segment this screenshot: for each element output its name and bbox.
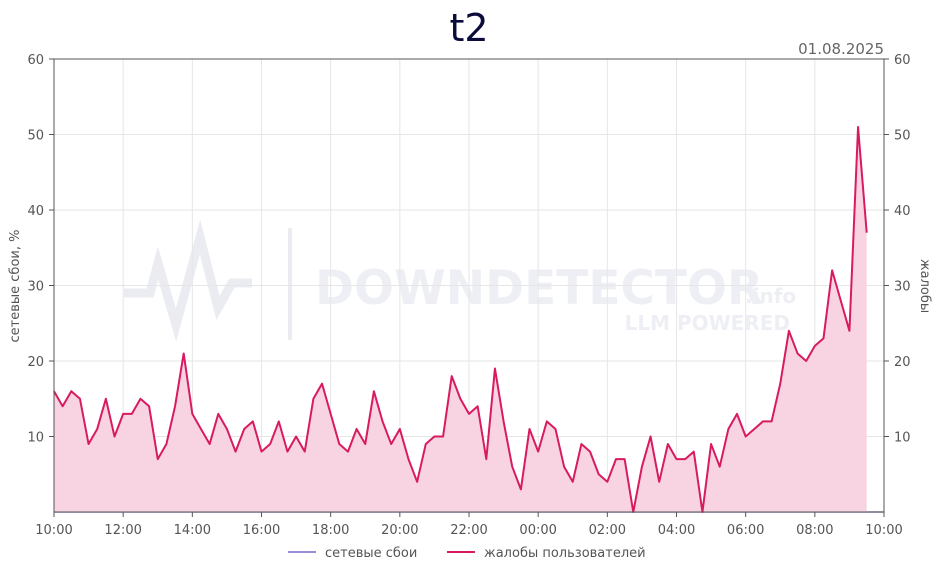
y-tick-label-right: 60 [894, 53, 911, 68]
y-tick-label-right: 50 [894, 129, 911, 144]
y-tick-label-right: 40 [894, 204, 911, 219]
y-axis-left: 10 20 30 40 50 60 [27, 53, 54, 446]
chart-date: 01.08.2025 [798, 40, 884, 58]
y-axis-right: 10 20 30 40 50 60 [884, 53, 911, 446]
watermark-pulse-icon [124, 219, 252, 342]
x-tick-label: 18:00 [312, 523, 349, 538]
y-tick-label-left: 60 [27, 53, 44, 68]
x-tick-label: 06:00 [727, 523, 764, 538]
y-tick-label-left: 40 [27, 204, 44, 219]
legend: сетевые сбои жалобы пользователей [288, 546, 646, 561]
watermark: DOWNDETECTOR .info LLM POWERED [124, 219, 796, 342]
chart-title: t2 [449, 6, 488, 50]
x-tick-label: 02:00 [589, 523, 626, 538]
x-tick-label: 22:00 [450, 523, 487, 538]
legend-label-1: жалобы пользователей [484, 546, 646, 561]
watermark-tagline: LLM POWERED [625, 311, 790, 335]
y-tick-label-right: 30 [894, 280, 911, 295]
watermark-suffix: .info [745, 284, 796, 308]
legend-label-0: сетевые сбои [325, 546, 417, 561]
series-area-1 [54, 126, 867, 512]
x-tick-label: 04:00 [658, 523, 695, 538]
x-tick-label: 14:00 [174, 523, 211, 538]
y-tick-label-left: 50 [27, 129, 44, 144]
y-tick-label-left: 20 [27, 355, 44, 370]
y-tick-label-right: 10 [894, 431, 911, 446]
y-tick-label-left: 10 [27, 431, 44, 446]
y-axis-right-title: жалобы [917, 259, 932, 313]
x-tick-label: 10:00 [865, 523, 902, 538]
x-tick-label: 16:00 [243, 523, 280, 538]
y-tick-label-right: 20 [894, 355, 911, 370]
y-axis-left-title: сетевые сбои, % [8, 230, 23, 343]
x-tick-label: 20:00 [381, 523, 418, 538]
x-tick-label: 08:00 [796, 523, 833, 538]
x-axis: 10:00 12:00 14:00 16:00 18:00 20:00 22:00 00:00… [35, 512, 903, 538]
watermark-brand: DOWNDETECTOR [315, 261, 763, 316]
x-tick-label: 00:00 [519, 523, 556, 538]
y-tick-label-left: 30 [27, 280, 44, 295]
x-tick-label: 12:00 [104, 523, 141, 538]
x-tick-label: 10:00 [35, 523, 72, 538]
